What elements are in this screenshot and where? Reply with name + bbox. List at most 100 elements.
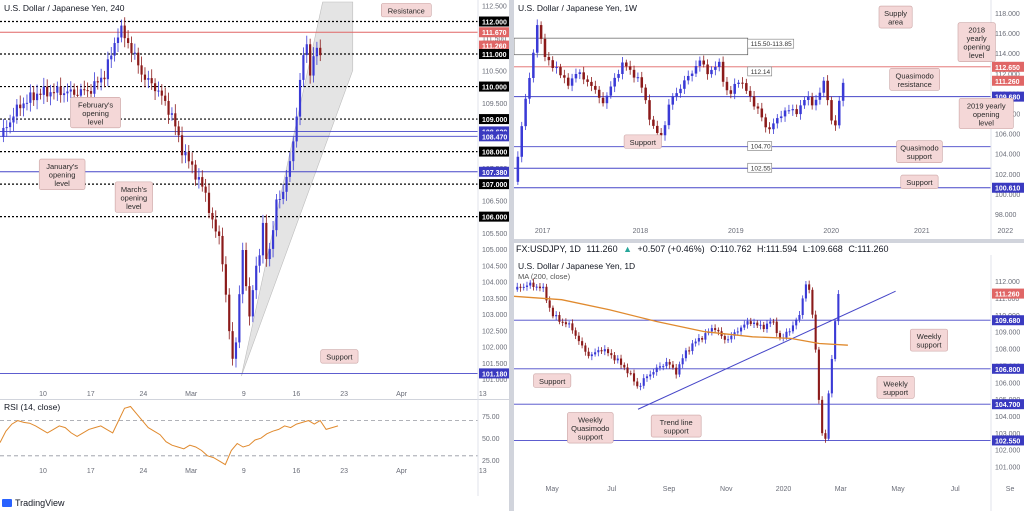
- candle-body: [69, 89, 72, 92]
- candle-body: [52, 92, 56, 94]
- candle-body: [652, 372, 655, 375]
- annotation-label: Support: [539, 377, 566, 386]
- candle-body: [791, 109, 795, 111]
- chart-title: U.S. Dollar / Japanese Yen, 1W: [518, 3, 637, 13]
- price-tag-label: 109.680: [995, 318, 1020, 325]
- pane-divider-horizontal[interactable]: [514, 239, 1024, 243]
- candle-body: [837, 100, 841, 126]
- candle-body: [623, 364, 626, 368]
- candle-body: [841, 82, 845, 101]
- x-tick-label: 2018: [633, 228, 649, 235]
- pane-divider-vertical[interactable]: [509, 0, 514, 511]
- candle-body: [532, 52, 535, 78]
- candle-body: [798, 315, 801, 320]
- candle-body: [282, 191, 285, 200]
- y-tick-label: 111.500: [482, 36, 506, 43]
- annotation-box: [70, 97, 121, 129]
- level-tag-label: 102.55: [751, 165, 771, 172]
- candle-body: [170, 113, 174, 115]
- zone-tag-label: 115.50-113.85: [751, 41, 792, 48]
- candle-body: [616, 358, 619, 361]
- price-tag: [992, 435, 1024, 446]
- candle-body: [255, 265, 258, 291]
- y-tick-label: 106.500: [482, 198, 507, 205]
- chart-1d-panel[interactable]: 112.000111.000110.000109.000108.000107.0…: [514, 255, 1024, 511]
- candle-body: [694, 341, 697, 344]
- annotation-label: support: [883, 388, 909, 397]
- zone-tag: [747, 38, 795, 49]
- candle-body: [157, 90, 160, 92]
- annotation-label: level: [979, 118, 995, 127]
- chart-1d-svg[interactable]: 112.000111.000110.000109.000108.000107.0…: [514, 255, 1024, 511]
- price-tag-label: 101.180: [482, 371, 507, 378]
- candle-body: [177, 126, 180, 136]
- candle-body: [150, 78, 153, 84]
- y-tick-label: 104.000: [482, 280, 507, 287]
- candle-body: [675, 367, 678, 375]
- candle-body: [315, 47, 318, 57]
- price-tag-label: 108.470: [482, 134, 507, 141]
- tradingview-brand[interactable]: TradingView: [2, 498, 65, 508]
- legend-symbol: FX:USDJPY, 1D: [516, 244, 581, 254]
- candle-body: [694, 66, 698, 74]
- candle-body: [584, 345, 587, 352]
- rsi-x-tick: 16: [292, 468, 300, 475]
- rsi-panel[interactable]: 75.00 50.00 25.00 10 17 24 Mar 9 16 23 Apr 13 RSI (1…: [0, 399, 509, 496]
- x-tick-label: Sep: [663, 486, 676, 493]
- legend-last: 111.260: [586, 244, 618, 254]
- annotation-label: Weekly: [883, 379, 908, 388]
- candle-body: [811, 289, 814, 315]
- candle-body: [278, 199, 281, 201]
- candle-body: [581, 341, 584, 346]
- candle-body: [830, 358, 833, 394]
- candle-body: [164, 95, 167, 101]
- chart-1w-panel[interactable]: 115.50-113.85 112.14 104.70 102.55 118.000 11…: [514, 0, 1024, 239]
- price-tag: [992, 399, 1024, 410]
- candle-body: [137, 52, 140, 66]
- candle-body: [2, 127, 5, 137]
- candle-body: [775, 321, 778, 334]
- candle-body: [741, 82, 744, 84]
- candle-body: [736, 331, 739, 333]
- y-tick-label: 114.000: [995, 51, 1020, 58]
- candle-body: [522, 286, 525, 288]
- candle-body: [59, 86, 62, 96]
- x-tick-label: 23: [340, 391, 348, 398]
- candle-body: [642, 378, 645, 386]
- candle-body: [597, 350, 600, 353]
- rsi-svg[interactable]: 75.00 50.00 25.00 10 17 24 Mar 9 16 23 Apr 13 RSI (1…: [0, 399, 509, 496]
- candle-body: [760, 108, 764, 118]
- candle-body: [645, 376, 649, 379]
- candle-body: [737, 82, 740, 84]
- chart-4h-panel[interactable]: 112.500 112.000 111.500 111.000 110.500 110.0…: [0, 0, 509, 399]
- x-tick-label: Nov: [720, 486, 733, 493]
- candle-body: [678, 364, 681, 375]
- candle-body: [679, 88, 682, 94]
- candle-body: [605, 95, 609, 104]
- candle-body: [667, 104, 671, 126]
- candle-body: [574, 74, 578, 79]
- candle-body: [197, 177, 200, 180]
- candle-body: [756, 322, 759, 326]
- x-tick-label: Mar: [835, 486, 848, 493]
- candle-body: [752, 96, 756, 107]
- price-tag: [479, 49, 509, 60]
- candle-body: [652, 119, 655, 126]
- y-tick-label: 106.000: [995, 380, 1020, 387]
- annotation-box: [889, 68, 940, 91]
- chart-4h-svg[interactable]: 112.500 112.000 111.500 111.000 110.500 110.0…: [0, 0, 509, 399]
- candle-body: [714, 328, 717, 330]
- annotation-label: opening: [973, 110, 1000, 119]
- annotation-label: Quasimodo: [900, 144, 938, 153]
- candle-body: [214, 219, 217, 232]
- candle-body: [749, 321, 752, 325]
- candle-body: [686, 75, 690, 81]
- legend-open-label: O:: [710, 244, 720, 254]
- rsi-series-line: [0, 405, 339, 466]
- rsi-y-tick: 25.00: [482, 458, 500, 465]
- candle-body: [710, 328, 713, 332]
- x-tick-label: Jul: [951, 486, 960, 493]
- candle-body: [231, 331, 234, 359]
- candle-body: [100, 77, 103, 83]
- chart-1w-svg[interactable]: 115.50-113.85 112.14 104.70 102.55 118.000 11…: [514, 0, 1024, 239]
